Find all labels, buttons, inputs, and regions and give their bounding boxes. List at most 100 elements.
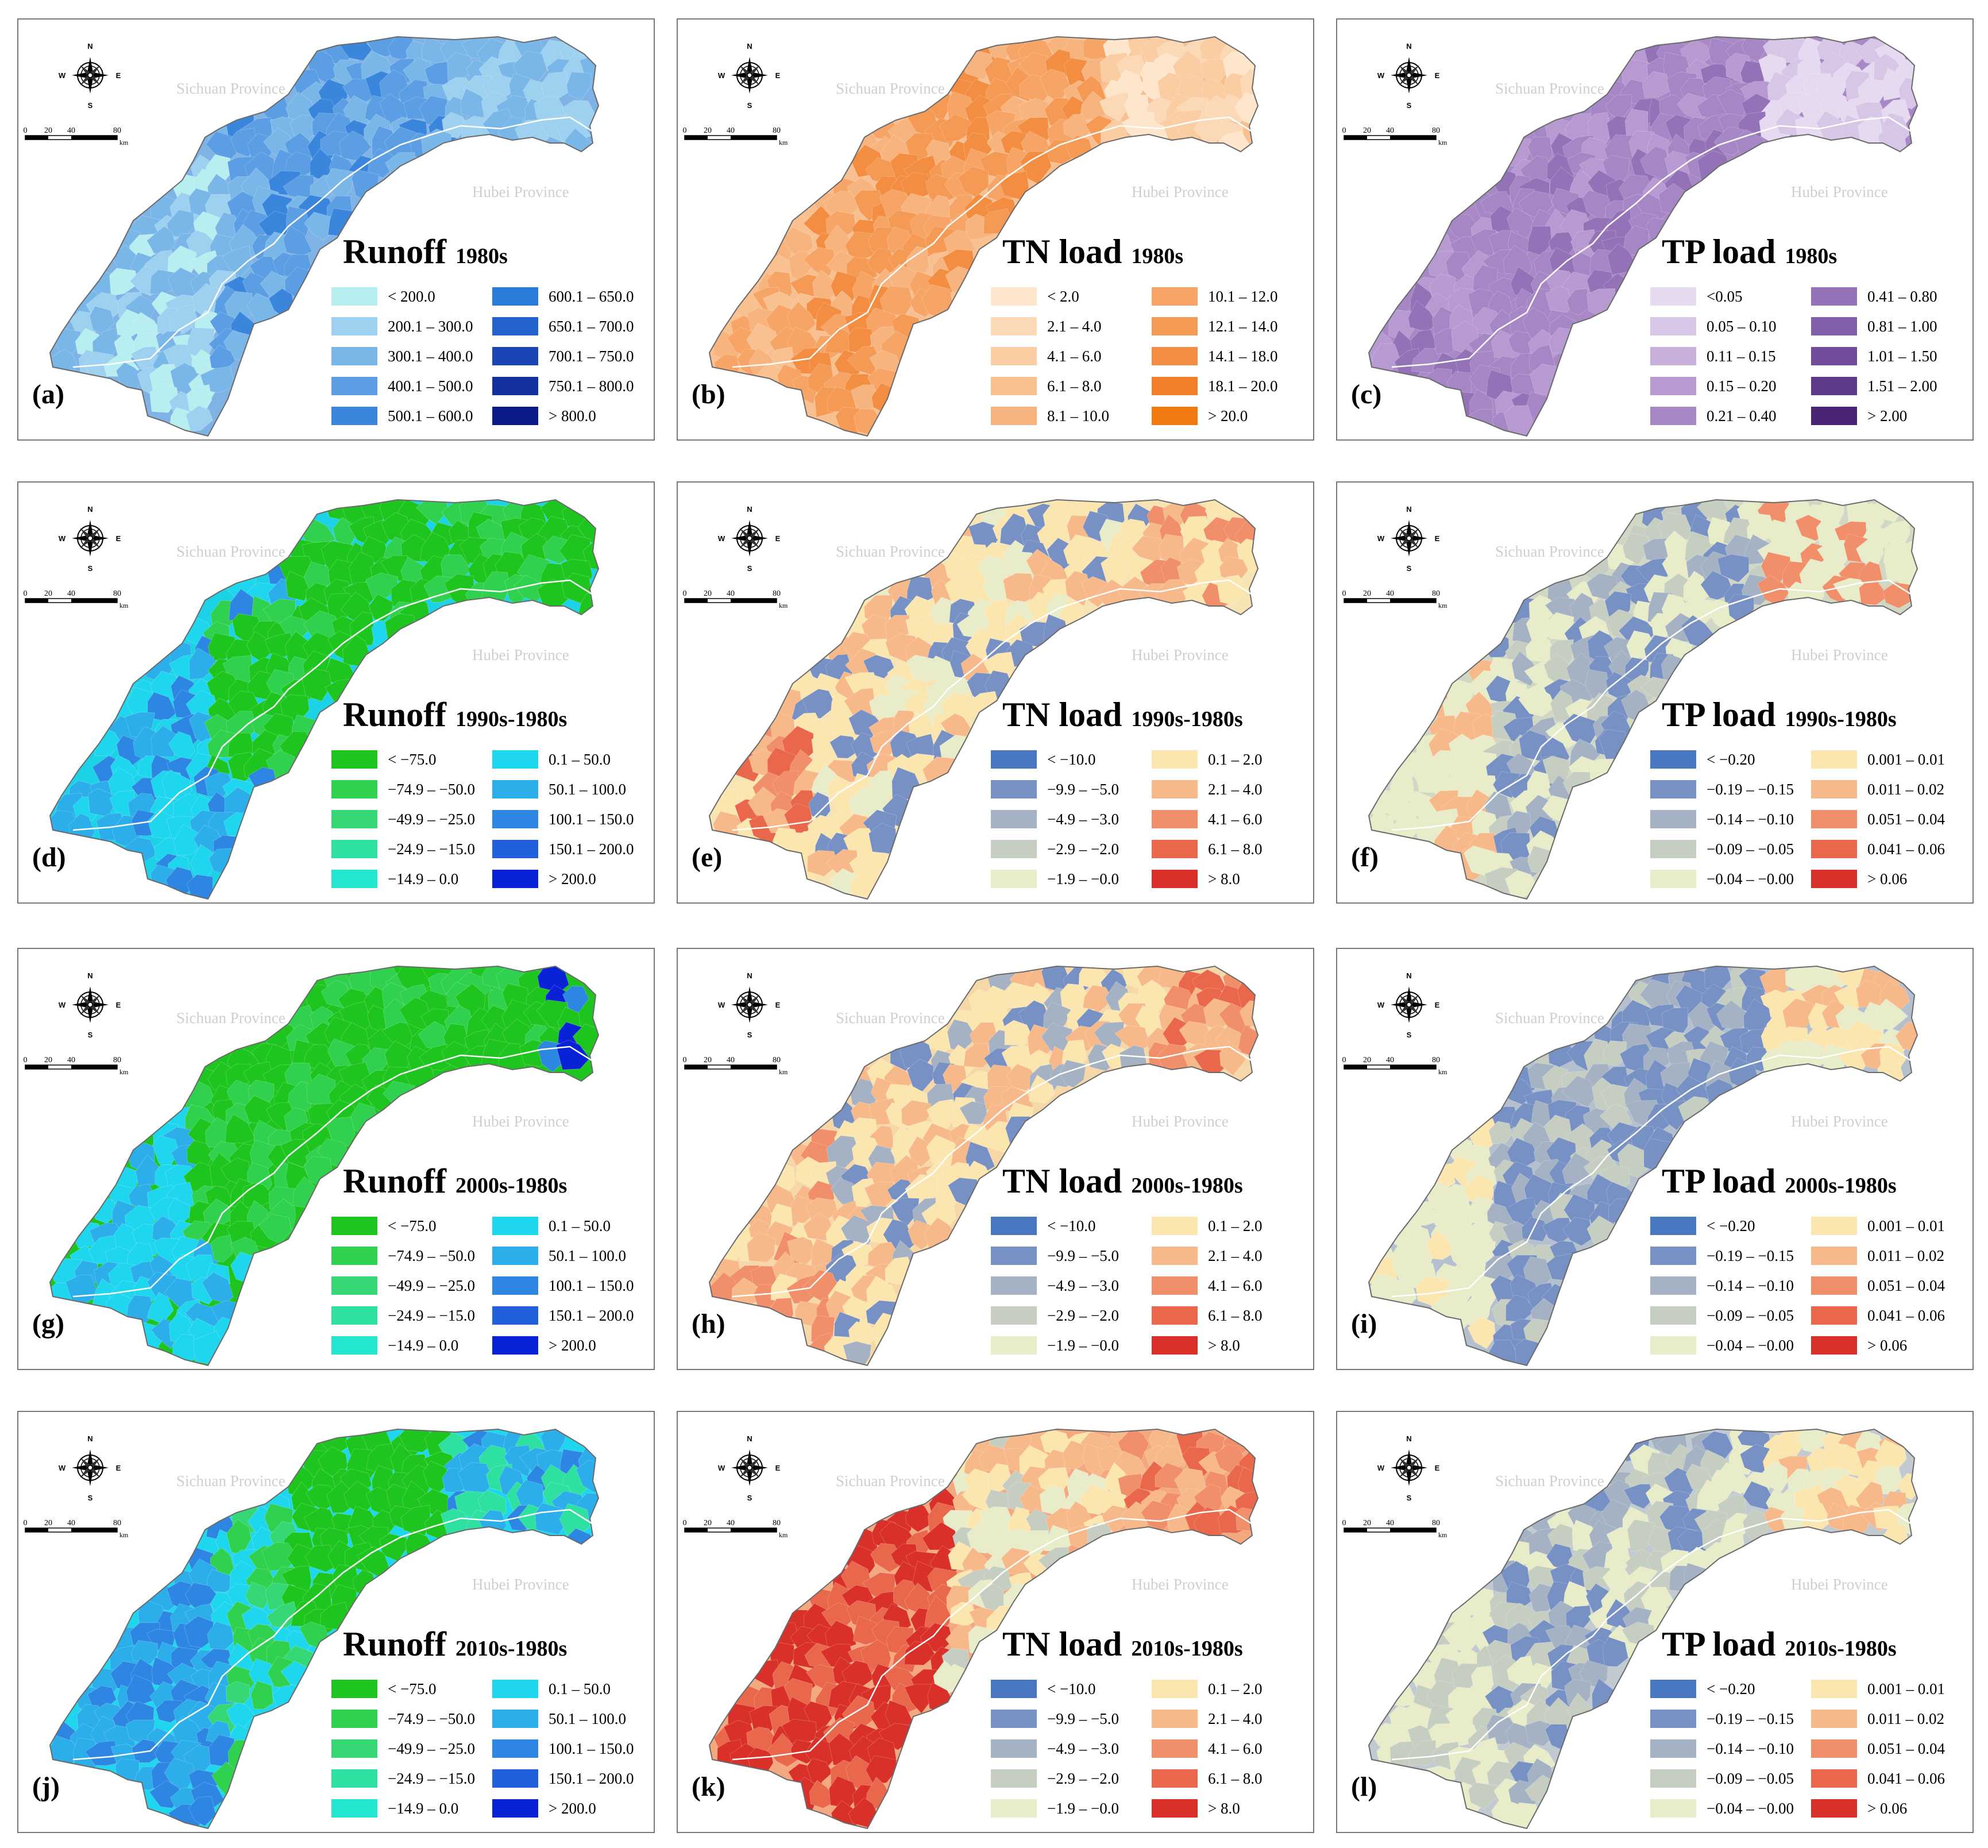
legend-swatch bbox=[331, 1739, 377, 1758]
legend-label: −9.9 – −5.0 bbox=[1047, 780, 1119, 798]
map-title: TP load 1980s bbox=[1662, 232, 1972, 272]
compass-s: S bbox=[88, 101, 93, 109]
legend-label: 2.1 – 4.0 bbox=[1208, 1247, 1263, 1264]
river-line bbox=[72, 579, 593, 831]
scale-tick: 0 bbox=[1342, 589, 1346, 598]
legend-swatch bbox=[991, 347, 1037, 365]
legend-swatch bbox=[1811, 1739, 1857, 1758]
basin-map bbox=[708, 1428, 1259, 1830]
legend-label: 0.041 – 0.06 bbox=[1867, 1769, 1945, 1787]
legend-label: > 200.0 bbox=[549, 1336, 596, 1354]
scale-bar: 0 20 40 80 km bbox=[1342, 1519, 1448, 1538]
panel-label: (l) bbox=[1351, 1772, 1377, 1802]
legend-swatch bbox=[1811, 1799, 1857, 1818]
basin-map bbox=[708, 965, 1259, 1367]
legend-swatch bbox=[492, 1739, 538, 1758]
legend-label: < −75.0 bbox=[388, 1680, 437, 1697]
legend-item: > 20.0 bbox=[1152, 404, 1248, 427]
subbasin bbox=[906, 1058, 934, 1092]
scale-tick: 40 bbox=[1386, 1056, 1394, 1064]
panel-label: (g) bbox=[32, 1309, 64, 1339]
legend-item: > 8.0 bbox=[1152, 1797, 1240, 1820]
subbasin bbox=[1838, 40, 1866, 66]
compass-rose-icon: N S E W bbox=[59, 43, 121, 109]
compass-w: W bbox=[59, 71, 66, 80]
compass-e: E bbox=[1435, 1464, 1440, 1472]
legend: < −75.0 −74.9 – −50.0 −49.9 – −25.0 −24.9 –… bbox=[331, 1214, 653, 1369]
legend: < 2.0 2.1 – 4.0 4.1 – 6.0 6.1 – 8.0 8.1 – 10… bbox=[991, 285, 1313, 439]
compass-s: S bbox=[1407, 564, 1412, 572]
legend-item: −24.9 – −15.0 bbox=[331, 1304, 475, 1327]
legend-item: > 8.0 bbox=[1152, 1334, 1240, 1357]
legend-item: 0.001 – 0.01 bbox=[1811, 1677, 1945, 1700]
legend-item: 6.1 – 8.0 bbox=[991, 375, 1102, 398]
legend-swatch bbox=[331, 750, 377, 769]
scale-unit: km bbox=[779, 138, 788, 146]
compass-n: N bbox=[747, 43, 752, 51]
subbasin bbox=[1219, 1041, 1246, 1076]
legend-item: 0.041 – 0.06 bbox=[1811, 1767, 1945, 1790]
subbasin bbox=[1588, 111, 1612, 144]
basin-outline bbox=[49, 1428, 600, 1830]
legend-label: −1.9 – −0.0 bbox=[1047, 1799, 1119, 1817]
map-variable: TN load bbox=[1002, 1625, 1122, 1663]
legend-item: −0.14 – −0.10 bbox=[1650, 1737, 1794, 1760]
legend-item: 500.1 – 600.0 bbox=[331, 404, 473, 427]
legend-label: −74.9 – −50.0 bbox=[388, 780, 475, 798]
legend-item: < −0.20 bbox=[1650, 1677, 1755, 1700]
legend-item: −2.9 – −2.0 bbox=[991, 838, 1119, 861]
compass-s: S bbox=[88, 1494, 93, 1501]
scale-tick: 40 bbox=[67, 589, 75, 598]
subbasin bbox=[1029, 1074, 1056, 1104]
legend-swatch bbox=[1811, 810, 1857, 828]
label-sichuan-province: Sichuan Province bbox=[176, 80, 285, 97]
legend-label: < −75.0 bbox=[388, 750, 437, 768]
legend-swatch bbox=[1650, 840, 1696, 858]
subbasin bbox=[1757, 1460, 1788, 1492]
legend-item: < 200.0 bbox=[331, 285, 435, 308]
legend-label: 100.1 – 150.0 bbox=[549, 1739, 634, 1757]
scale-tick: 40 bbox=[1386, 1519, 1394, 1527]
legend-item: 18.1 – 20.0 bbox=[1152, 375, 1278, 398]
legend-label: 0.11 – 0.15 bbox=[1707, 347, 1776, 365]
legend-label: > 0.06 bbox=[1867, 1336, 1908, 1354]
legend: < −10.0 −9.9 – −5.0 −4.9 – −3.0 −2.9 – −2.0… bbox=[991, 748, 1313, 902]
subbasin bbox=[1463, 845, 1497, 876]
scale-tick: 80 bbox=[773, 1519, 781, 1527]
river-line bbox=[732, 116, 1253, 368]
legend-label: 0.1 – 50.0 bbox=[549, 750, 611, 768]
legend-label: < −10.0 bbox=[1047, 1217, 1096, 1234]
compass-rose-icon: N S E W bbox=[718, 1435, 781, 1501]
legend-swatch bbox=[1152, 750, 1198, 769]
legend-item: 6.1 – 8.0 bbox=[1152, 838, 1263, 861]
legend-swatch bbox=[991, 1247, 1037, 1265]
legend-label: 0.041 – 0.06 bbox=[1867, 840, 1945, 858]
legend-label: 750.1 – 800.0 bbox=[549, 377, 634, 395]
legend-item: 0.11 – 0.15 bbox=[1650, 345, 1776, 368]
legend-swatch bbox=[991, 750, 1037, 769]
subbasin bbox=[210, 1234, 233, 1263]
map-title: TN load 1990s-1980s bbox=[1002, 695, 1313, 735]
label-sichuan-province: Sichuan Province bbox=[1495, 1472, 1604, 1490]
legend-label: > 800.0 bbox=[549, 407, 596, 425]
legend-swatch bbox=[1811, 1710, 1857, 1728]
legend-swatch bbox=[492, 1336, 538, 1355]
legend-swatch bbox=[1650, 1739, 1696, 1758]
legend-item: −24.9 – −15.0 bbox=[331, 838, 475, 861]
legend: <0.05 0.05 – 0.10 0.11 – 0.15 0.15 – 0.20 0.… bbox=[1650, 285, 1972, 439]
legend: < −10.0 −9.9 – −5.0 −4.9 – −3.0 −2.9 – −2.0… bbox=[991, 1677, 1313, 1832]
legend-swatch bbox=[1650, 1276, 1696, 1295]
legend-item: 0.001 – 0.01 bbox=[1811, 1214, 1945, 1237]
subbasin bbox=[1717, 554, 1750, 583]
legend-swatch bbox=[1152, 780, 1198, 798]
legend-item: > 800.0 bbox=[492, 404, 596, 427]
legend-swatch bbox=[991, 1276, 1037, 1295]
legend-swatch bbox=[1811, 1680, 1857, 1698]
legend-label: 0.1 – 2.0 bbox=[1208, 750, 1263, 768]
legend-label: 0.1 – 2.0 bbox=[1208, 1217, 1263, 1234]
map-panel-f: N S E W 0 20 40 80 km Sichuan Province H… bbox=[1336, 481, 1974, 904]
label-sichuan-province: Sichuan Province bbox=[836, 80, 945, 97]
basin-map bbox=[1368, 499, 1918, 900]
subbasin bbox=[541, 71, 570, 104]
legend-swatch bbox=[1811, 870, 1857, 888]
